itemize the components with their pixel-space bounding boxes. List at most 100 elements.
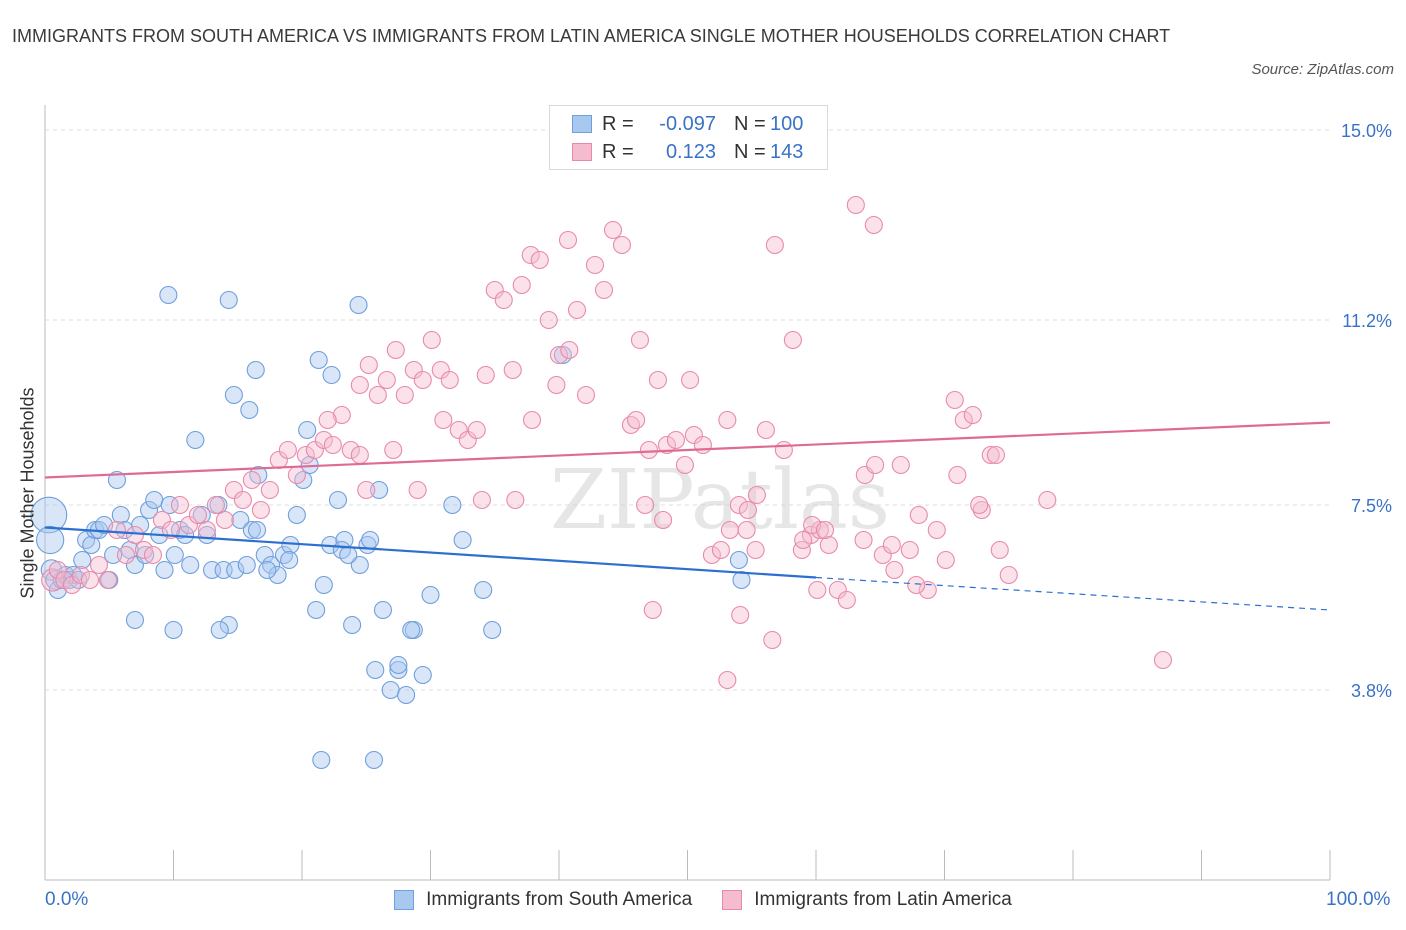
data-point-pink <box>684 425 703 445</box>
data-point-pink <box>125 525 144 545</box>
data-point-pink <box>341 440 360 460</box>
legend-swatch-blue <box>572 115 592 133</box>
data-point-pink <box>643 600 662 620</box>
data-point-blue <box>181 555 200 575</box>
data-point-pink <box>472 490 491 510</box>
data-point-pink <box>560 340 579 360</box>
data-point-pink <box>675 455 694 475</box>
data-point-pink <box>909 505 928 525</box>
data-point-pink <box>48 560 67 580</box>
data-point-blue <box>453 530 472 550</box>
series-legend: Immigrants from South America Immigrants… <box>0 889 1406 911</box>
data-point-pink <box>972 500 991 520</box>
data-point-pink <box>774 440 793 460</box>
data-point-pink <box>612 235 632 255</box>
data-point-pink <box>630 330 650 350</box>
data-point-pink <box>357 480 376 500</box>
data-point-pink <box>738 500 757 520</box>
data-point-blue <box>309 350 328 370</box>
data-point-blue <box>35 525 65 555</box>
data-point-pink <box>636 495 655 515</box>
data-point-blue <box>729 550 748 570</box>
data-point-pink <box>359 355 378 375</box>
data-point-blue <box>219 615 238 635</box>
series-legend-latin-america[interactable]: Immigrants from Latin America <box>722 889 1012 911</box>
data-point-blue <box>474 580 493 600</box>
data-point-pink <box>891 455 910 475</box>
data-point-pink <box>999 565 1018 585</box>
data-point-blue <box>732 570 751 590</box>
data-point-blue <box>111 505 130 525</box>
data-point-pink <box>986 445 1005 465</box>
data-point-pink <box>1153 650 1172 670</box>
data-point-pink <box>666 430 685 450</box>
data-point-pink <box>763 630 782 650</box>
legend-r-label: R = <box>602 112 634 135</box>
legend-n-label: N = <box>734 140 766 163</box>
data-point-pink <box>648 370 667 390</box>
data-point-pink <box>837 590 856 610</box>
data-point-pink <box>963 405 982 425</box>
y-tick-label: 7.5% <box>1351 496 1392 516</box>
data-point-pink <box>224 480 243 500</box>
data-point-pink <box>654 510 673 530</box>
data-point-blue <box>402 620 421 640</box>
data-point-pink <box>503 360 522 380</box>
data-point-pink <box>657 435 676 455</box>
data-point-pink <box>215 510 234 530</box>
data-point-blue <box>339 545 358 565</box>
data-point-pink <box>506 490 525 510</box>
data-point-pink <box>737 520 756 540</box>
data-point-blue <box>389 655 408 675</box>
data-point-pink <box>864 215 883 235</box>
data-point-pink <box>549 345 569 365</box>
y-tick-label: 15.0% <box>1341 121 1392 141</box>
data-point-pink <box>907 575 926 595</box>
data-point-blue <box>274 545 294 565</box>
data-point-pink <box>783 330 802 350</box>
data-point-pink <box>639 440 659 460</box>
data-point-blue <box>160 495 179 515</box>
data-point-pink <box>404 360 423 380</box>
data-point-pink <box>512 275 531 295</box>
data-point-blue <box>73 550 92 570</box>
data-point-pink <box>449 420 468 440</box>
data-point-pink <box>981 445 1000 465</box>
data-point-blue <box>373 600 393 620</box>
data-point-pink <box>970 495 989 515</box>
data-point-pink <box>729 495 748 515</box>
series-legend-label: Immigrants from Latin America <box>754 889 1012 910</box>
data-point-pink <box>948 465 967 485</box>
data-point-blue <box>231 510 250 530</box>
series-swatch-blue <box>394 890 415 910</box>
series-legend-south-america[interactable]: Immigrants from South America <box>394 889 692 911</box>
legend-n-label: N = <box>734 112 766 135</box>
data-point-pink <box>627 410 646 430</box>
data-point-blue <box>287 505 306 525</box>
data-point-pink <box>434 410 453 430</box>
data-point-pink <box>305 440 324 460</box>
data-point-pink <box>918 580 937 600</box>
data-point-blue <box>366 660 385 680</box>
data-point-pink <box>386 340 405 360</box>
data-point-blue <box>314 575 333 595</box>
data-point-pink <box>323 435 342 455</box>
data-point-pink <box>116 545 136 565</box>
data-point-pink <box>621 415 641 435</box>
data-point-pink <box>718 410 737 430</box>
data-point-blue <box>350 555 369 575</box>
data-point-blue <box>107 470 127 490</box>
legend-r-label: R = <box>602 140 634 163</box>
legend-r-value: 0.123 <box>665 140 716 163</box>
data-point-blue <box>364 750 384 770</box>
data-point-pink <box>485 280 504 300</box>
data-point-pink <box>440 370 459 390</box>
data-point-blue <box>247 520 267 540</box>
data-point-blue <box>82 535 101 555</box>
data-point-pink <box>260 480 279 500</box>
data-point-pink <box>539 310 558 330</box>
data-point-pink <box>494 290 513 310</box>
data-point-blue <box>237 555 256 575</box>
y-axis-label: Single Mother Households <box>17 387 38 599</box>
data-point-pink <box>1038 490 1057 510</box>
